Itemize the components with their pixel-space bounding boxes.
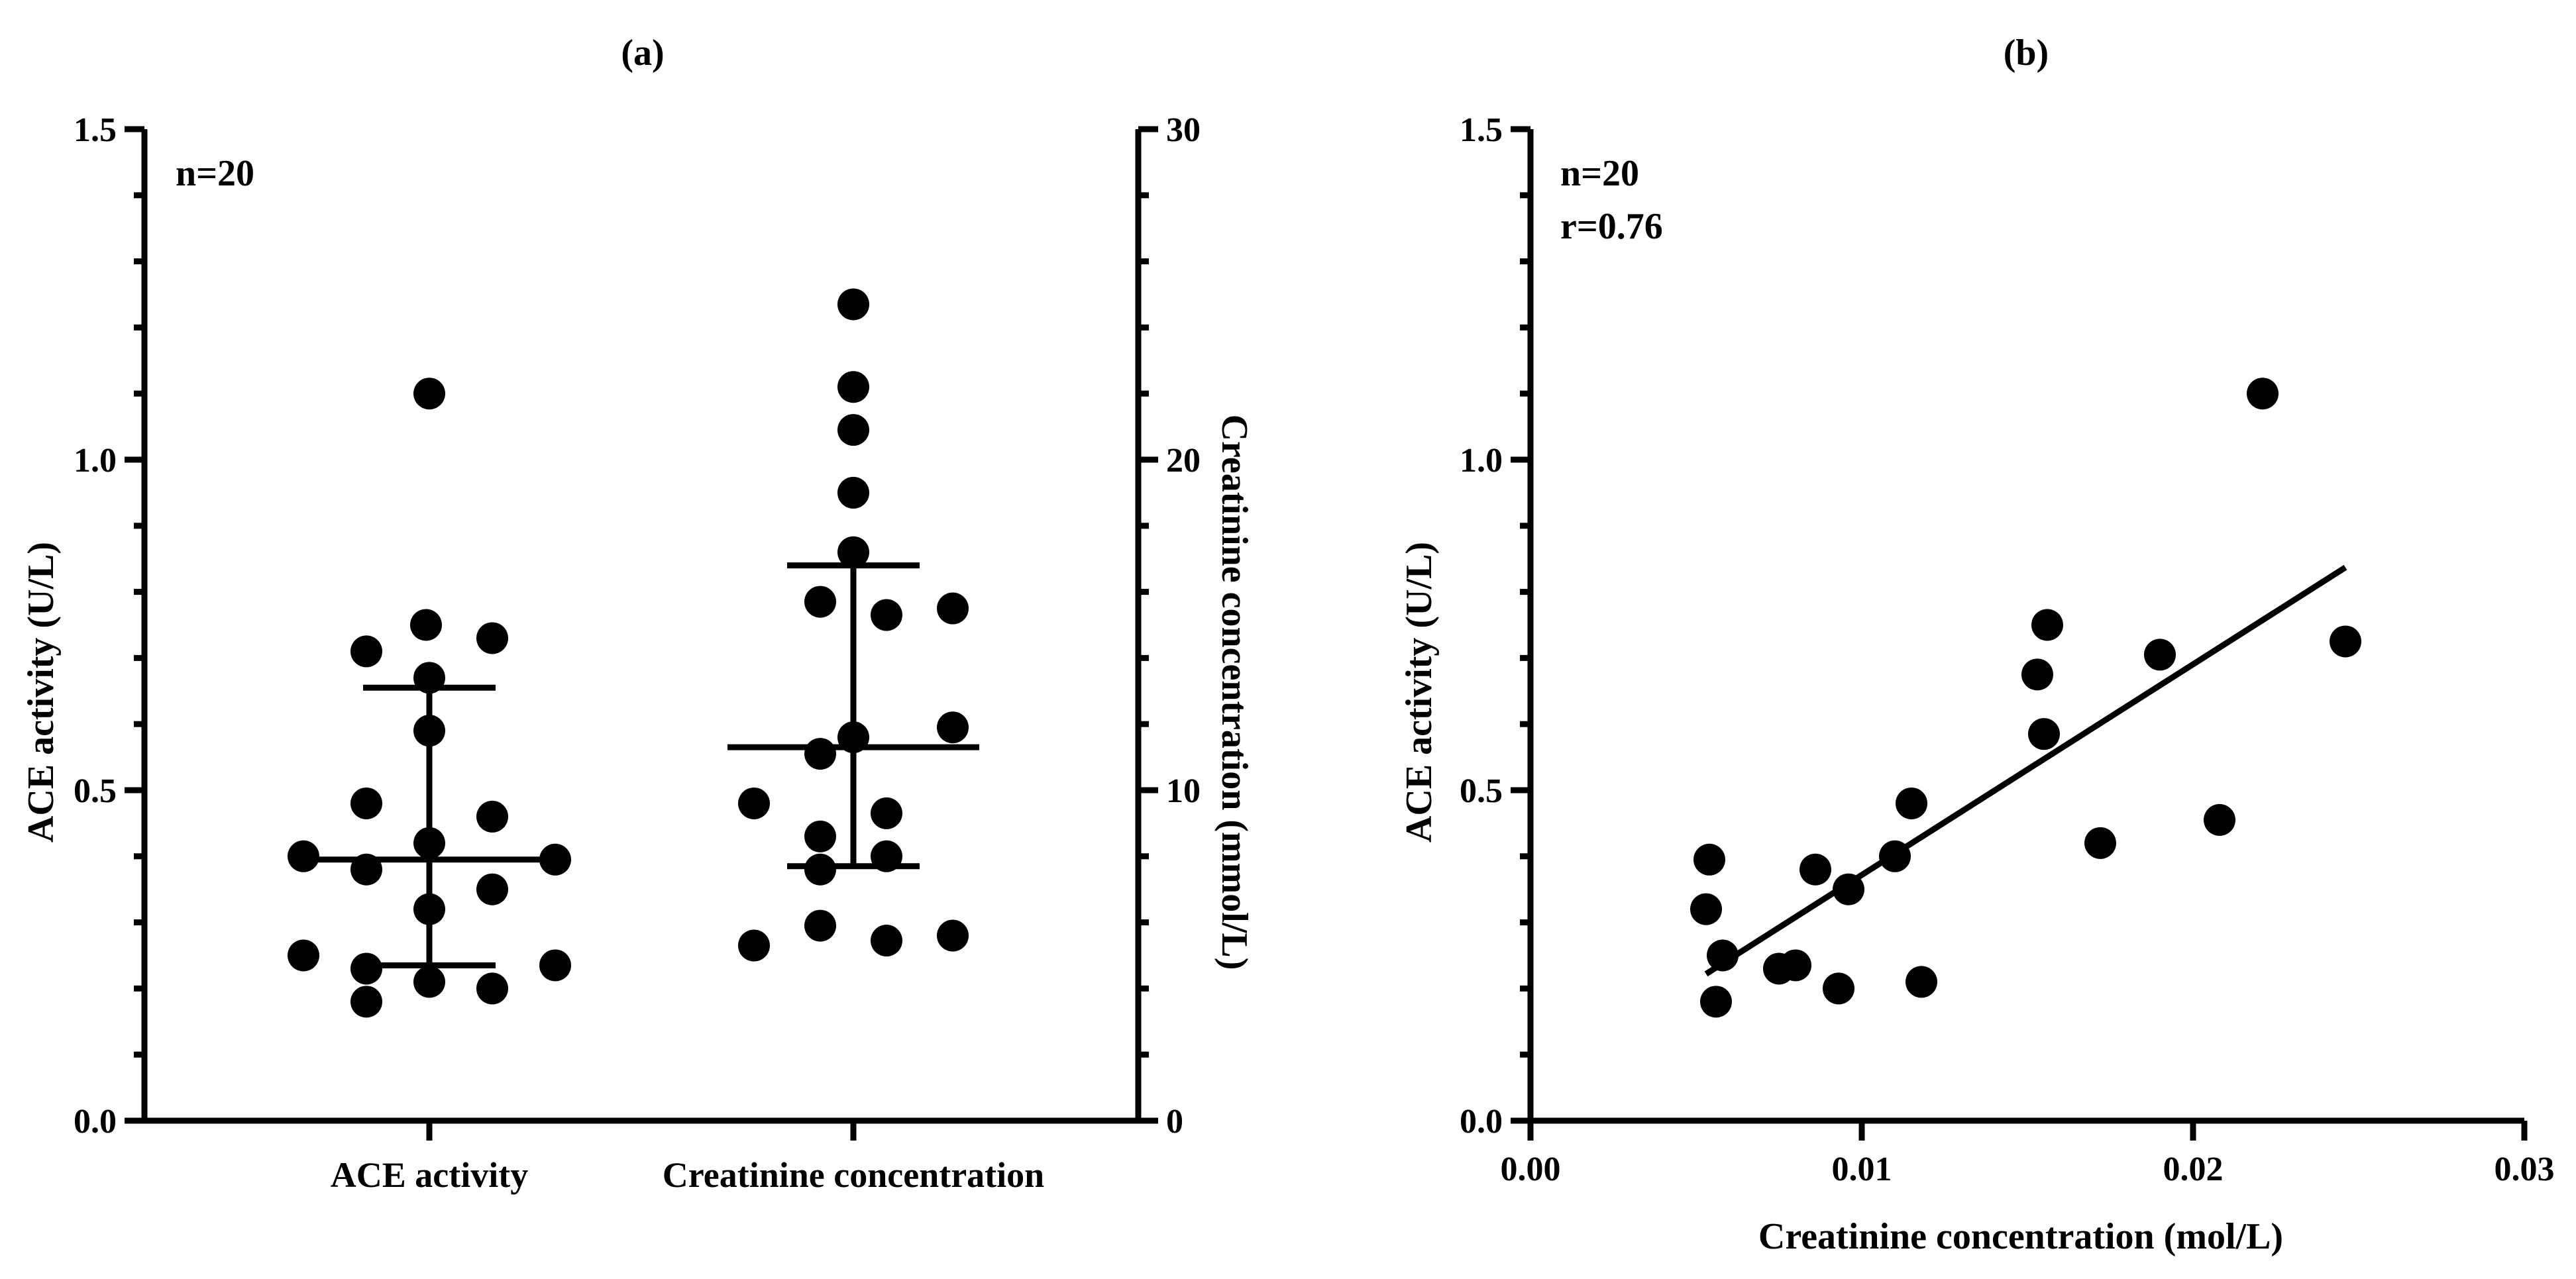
data-point	[288, 840, 319, 872]
data-point	[476, 873, 508, 905]
panel-a-marks	[288, 288, 979, 1018]
data-point	[804, 586, 836, 618]
data-point	[837, 371, 869, 403]
data-point	[1905, 966, 1937, 998]
data-point	[1707, 939, 1739, 972]
data-point	[937, 592, 969, 625]
y-tick-label: 1.5	[1460, 111, 1503, 149]
data-point	[937, 919, 969, 952]
panel-a: (a) n=20 ACE activity (U/L) Creatinine c…	[21, 32, 1255, 1195]
data-point	[1700, 986, 1732, 1018]
data-point	[413, 966, 445, 998]
right-y-tick-label: 0	[1166, 1103, 1183, 1141]
data-point	[2028, 718, 2060, 750]
x-tick-label: 0.02	[2163, 1151, 2224, 1188]
data-point	[413, 662, 445, 694]
data-point	[350, 952, 382, 985]
data-point	[350, 635, 382, 668]
data-point	[871, 925, 902, 957]
data-point	[2084, 827, 2116, 859]
data-point	[837, 536, 869, 568]
panel-a-axes: 0.0 0.5 1.0 1.5 0 10 20 30 ACE activity Creatinin…	[74, 111, 1201, 1195]
data-point	[2021, 658, 2053, 691]
data-point	[804, 909, 836, 942]
category-label: ACE activity	[331, 1155, 528, 1195]
panel-a-left-axis-label: ACE activity (U/L)	[21, 542, 62, 843]
panel-a-annotation: n=20	[176, 153, 254, 194]
data-point	[413, 715, 445, 747]
data-point	[2330, 625, 2361, 658]
data-point	[350, 787, 382, 819]
data-point	[837, 288, 869, 321]
data-point	[837, 476, 869, 509]
panel-b-x-axis-label: Creatinine concentration (mol/L)	[1758, 1216, 2283, 1257]
data-point	[413, 827, 445, 859]
data-point	[476, 622, 508, 654]
data-point	[804, 738, 836, 770]
panel-b-annotation-n: n=20	[1560, 153, 1639, 194]
data-point	[871, 797, 902, 829]
data-point	[871, 599, 902, 631]
left-y-tick-label: 0.5	[74, 772, 117, 810]
data-point	[1799, 853, 1831, 886]
data-point	[804, 853, 836, 886]
data-point	[539, 949, 571, 982]
x-tick-label: 0.03	[2495, 1151, 2555, 1188]
right-y-tick-label: 10	[1166, 772, 1201, 810]
category-label: Creatinine concentration	[663, 1155, 1044, 1195]
panel-b-axes: 0.0 0.5 1.0 1.5 0.00 0.01 0.02 0.03	[1460, 111, 2555, 1188]
panel-b-marks	[1690, 378, 2361, 1018]
data-point	[413, 893, 445, 925]
data-point	[2247, 378, 2279, 410]
y-tick-label: 1.0	[1460, 442, 1503, 480]
data-point	[410, 609, 442, 641]
right-y-tick-label: 30	[1166, 111, 1201, 149]
data-point	[350, 986, 382, 1018]
data-point	[1763, 952, 1795, 985]
data-point	[804, 820, 836, 852]
y-tick-label: 0.5	[1460, 772, 1503, 810]
left-y-tick-label: 1.5	[74, 111, 117, 149]
x-tick-label: 0.00	[1501, 1151, 1561, 1188]
data-point	[871, 840, 902, 872]
data-point	[288, 939, 319, 972]
data-point	[413, 378, 445, 410]
data-point	[2031, 609, 2063, 641]
panel-a-right-axis-label: Creatinine concentration (mmol/L)	[1214, 415, 1255, 970]
data-point	[837, 414, 869, 446]
data-point	[738, 787, 770, 819]
panel-b-annotation-r: r=0.76	[1560, 206, 1663, 247]
data-point	[937, 711, 969, 744]
right-y-tick-label: 20	[1166, 442, 1201, 480]
data-point	[2204, 803, 2235, 836]
data-point	[476, 800, 508, 833]
data-point	[476, 972, 508, 1005]
panel-b-title: (b)	[2004, 32, 2049, 74]
panel-b-y-axis-label: ACE activity (U/L)	[1399, 542, 1440, 843]
left-y-tick-label: 1.0	[74, 442, 117, 480]
data-point	[1693, 843, 1725, 876]
data-point	[2144, 639, 2176, 671]
data-point	[1896, 787, 1927, 819]
left-y-tick-label: 0.0	[74, 1103, 117, 1141]
data-point	[738, 929, 770, 962]
data-point	[1690, 893, 1722, 925]
data-point	[1879, 840, 1911, 872]
data-point	[1833, 873, 1864, 905]
data-point	[1823, 972, 1854, 1005]
panel-b: (b) n=20 r=0.76 ACE activity (U/L) Creat…	[1399, 32, 2555, 1257]
regression-line	[1704, 564, 2347, 977]
panel-a-title: (a)	[621, 32, 664, 74]
x-tick-label: 0.01	[1832, 1151, 1892, 1188]
y-tick-label: 0.0	[1460, 1103, 1503, 1141]
